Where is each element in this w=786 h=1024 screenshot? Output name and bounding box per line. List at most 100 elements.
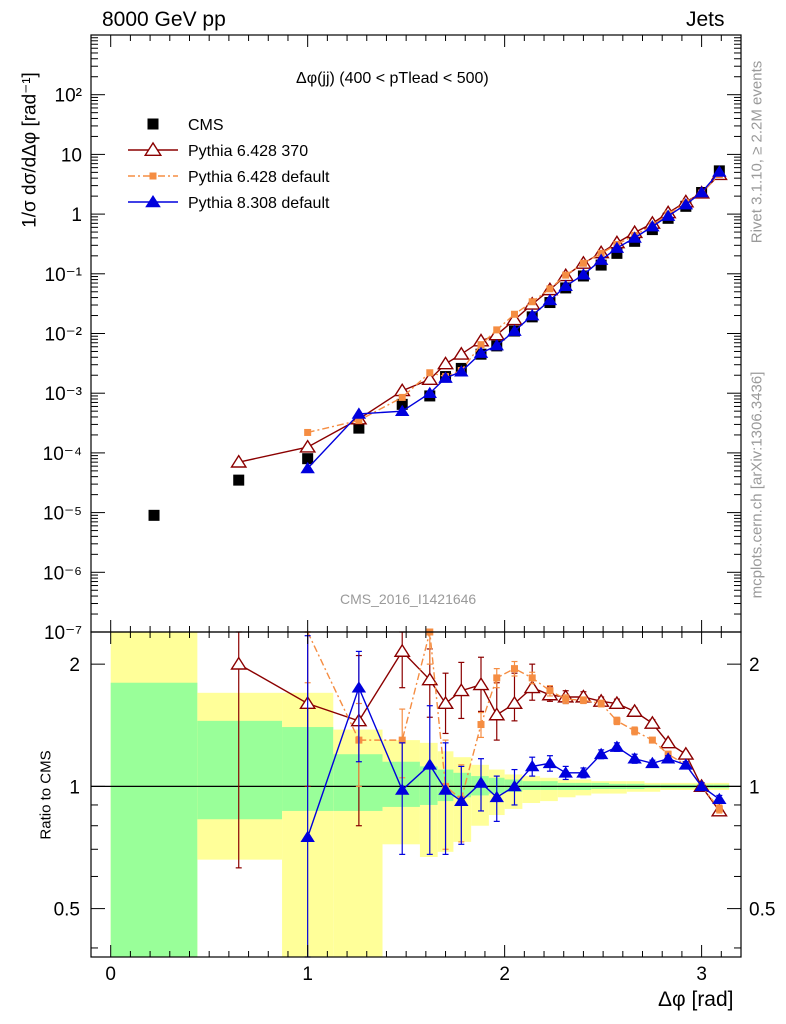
- ratio-point: [528, 674, 536, 682]
- ratio-point: [694, 779, 709, 792]
- ratio-point: [506, 695, 523, 710]
- data-point: [421, 371, 439, 386]
- ratio-point: [507, 779, 522, 792]
- y-tick-label: 10⁻²: [45, 325, 83, 346]
- ratio-point: [488, 707, 506, 721]
- data-point: [510, 310, 518, 318]
- data-point: [593, 253, 609, 265]
- ratio-point: [510, 665, 518, 673]
- ratio-point: [351, 681, 367, 693]
- ratio-panel-frame: [90, 631, 742, 958]
- data-point: [353, 422, 365, 434]
- x-tick-label: 2: [499, 964, 510, 985]
- energy-label: 8000 GeV pp: [102, 8, 226, 31]
- y-tick-label: 10⁻⁵: [43, 504, 82, 525]
- uncertainty-band-green: [382, 761, 420, 807]
- ratio-series-line: [238, 650, 720, 812]
- data-point: [576, 268, 591, 280]
- data-point: [477, 341, 485, 349]
- ratio-point: [631, 727, 639, 735]
- ratio-series-line: [307, 631, 720, 810]
- y-tick-label: 10²: [55, 86, 82, 107]
- ratio-point: [643, 715, 661, 729]
- ratio-point: [678, 758, 694, 770]
- ratio-point: [454, 794, 469, 806]
- legend-marker: [149, 172, 157, 180]
- analysis-id: CMS_2016_I1421646: [340, 591, 477, 607]
- ratio-point: [473, 776, 489, 788]
- data-point: [473, 346, 489, 358]
- x-tick-label: 0: [105, 964, 116, 985]
- data-point: [395, 404, 410, 417]
- x-tick-label: 3: [696, 964, 707, 985]
- y-tick-label: 10: [61, 145, 82, 166]
- legend-label: Pythia 6.428 370: [188, 143, 308, 160]
- data-point: [678, 197, 694, 210]
- data-point: [233, 474, 245, 486]
- ratio-y-axis-label: Ratio to CMS: [37, 750, 55, 840]
- y-tick-label: 10⁻⁶: [43, 563, 82, 584]
- ratio-point: [613, 717, 621, 725]
- data-point: [304, 428, 312, 436]
- data-point: [438, 371, 453, 383]
- data-point: [493, 326, 501, 334]
- data-point: [542, 293, 558, 306]
- series-line: [238, 174, 720, 463]
- y-tick-label: 10⁻¹: [45, 265, 83, 286]
- ratio-point: [422, 758, 437, 770]
- uncertainty-band-green: [419, 766, 438, 805]
- y-tick-label: 1: [71, 205, 82, 226]
- data-point: [525, 309, 540, 321]
- ratio-point: [477, 721, 485, 729]
- ratio-point: [648, 736, 656, 744]
- data-point: [396, 398, 408, 410]
- data-point: [507, 324, 522, 336]
- ratio-point: [627, 752, 642, 764]
- ratio-y-tick-label: 2: [69, 655, 80, 676]
- ratio-point: [645, 756, 660, 769]
- rivet-info-label: Rivet 3.1.10, ≥ 2.2M events: [748, 60, 766, 244]
- uncertainty-band-green: [110, 682, 198, 957]
- ratio-point: [558, 766, 573, 778]
- data-point: [645, 220, 660, 232]
- ratio-point: [395, 783, 410, 795]
- ratio-point: [659, 735, 677, 749]
- ratio-point: [489, 790, 504, 803]
- data-point: [302, 453, 314, 465]
- legend-label: Pythia 6.428 default: [188, 169, 330, 186]
- x-axis-label: Δφ [rad]: [658, 988, 734, 1011]
- uncertainty-band-green: [522, 781, 541, 790]
- data-point: [422, 386, 437, 399]
- ratio-point: [660, 752, 676, 764]
- uncertainty-band-green: [333, 754, 383, 811]
- data-point: [712, 165, 727, 177]
- legend-marker: [145, 194, 161, 208]
- ratio-point: [576, 766, 591, 778]
- ratio-point: [608, 695, 626, 710]
- data-point: [230, 454, 248, 468]
- data-point: [351, 407, 367, 419]
- data-point: [426, 369, 434, 377]
- data-point: [299, 439, 317, 453]
- uncertainty-band-green: [540, 781, 558, 790]
- uncertainty-band-green: [197, 720, 283, 820]
- y-tick-label: 10⁻⁴: [43, 444, 82, 465]
- data-point: [355, 416, 363, 424]
- data-point: [300, 461, 315, 474]
- axes: 0 1 2 3 10⁻⁷ 10⁻⁶ 10⁻⁵ 10⁻⁴ 10⁻³ 10⁻² 10⁻¹ 1 10 10² 0.…: [43, 34, 775, 985]
- plot-title: Δφ(jj) (400 < pTlead < 500): [296, 70, 489, 87]
- data-point: [595, 259, 607, 271]
- data-point: [393, 382, 411, 397]
- ratio-point: [493, 674, 501, 682]
- legend-label: Pythia 8.308 default: [188, 195, 330, 212]
- data-point: [558, 279, 573, 292]
- x-tick-label: 1: [302, 964, 313, 985]
- ratio-point: [437, 695, 455, 710]
- data-point: [660, 209, 676, 221]
- ratio-point: [421, 672, 439, 686]
- ratio-point: [715, 805, 723, 813]
- data-point: [148, 509, 160, 521]
- ratio-point: [626, 703, 644, 717]
- data-point: [528, 298, 536, 306]
